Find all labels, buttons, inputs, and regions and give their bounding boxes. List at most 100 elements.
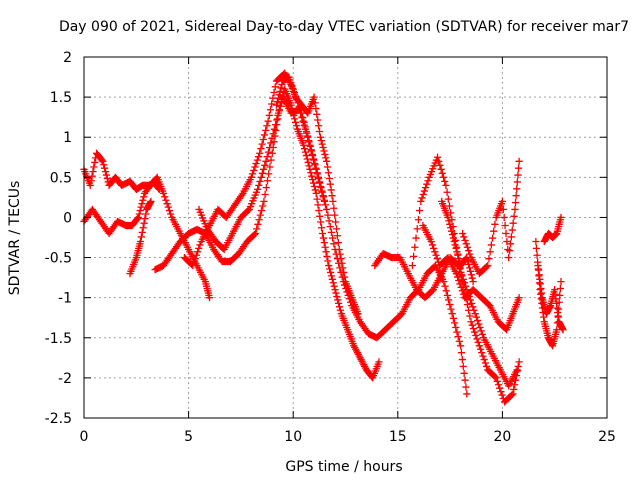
data-point: [307, 147, 316, 155]
data-point: [498, 391, 506, 399]
data-point: [254, 185, 262, 193]
data-point: [265, 143, 274, 152]
data-point: [510, 385, 518, 393]
data-point: [327, 272, 336, 280]
data-point: [260, 165, 268, 173]
data-point: [318, 229, 327, 238]
data-point: [313, 170, 322, 178]
data-point: [311, 161, 319, 169]
data-point: [496, 384, 504, 392]
data-point: [101, 168, 110, 176]
data-point: [330, 240, 338, 248]
data-point: [310, 156, 318, 164]
data-point: [191, 255, 199, 263]
data-point: [316, 133, 324, 141]
data-point: [478, 349, 486, 357]
data-point: [257, 145, 265, 153]
data-point: [441, 282, 449, 290]
data-point: [441, 177, 449, 185]
data-point: [462, 240, 470, 248]
data-point: [163, 200, 171, 208]
data-point: [251, 229, 260, 238]
data-point: [164, 203, 172, 211]
data-point: [257, 206, 266, 215]
data-point: [454, 251, 462, 259]
data-point: [513, 367, 521, 375]
data-point: [505, 247, 514, 255]
data-point: [136, 237, 145, 246]
data-point: [310, 182, 319, 191]
data-point: [339, 264, 347, 272]
data-point: [190, 258, 198, 266]
y-tick-label: 2: [63, 50, 72, 66]
data-point: [515, 157, 523, 165]
data-point: [192, 251, 200, 259]
data-point: [485, 255, 493, 263]
data-point: [270, 88, 278, 97]
y-tick-label: -2.5: [45, 411, 72, 427]
data-point: [460, 233, 468, 241]
data-point: [455, 337, 463, 345]
data-point: [446, 300, 454, 309]
data-point: [458, 287, 466, 295]
data-point: [269, 130, 277, 138]
data-point: [195, 244, 203, 252]
data-point: [497, 388, 505, 396]
data-point: [256, 177, 264, 185]
data-point: [449, 314, 457, 322]
data-point: [317, 224, 326, 232]
data-point: [334, 296, 342, 304]
data-point: [301, 148, 310, 156]
data-point: [255, 216, 263, 224]
data-point: [508, 391, 516, 399]
data-point: [274, 111, 282, 120]
data-point: [506, 240, 515, 248]
data-point: [305, 138, 313, 146]
data-point: [468, 321, 476, 329]
data-point: [433, 153, 442, 161]
data-point: [476, 323, 484, 332]
data-point: [354, 310, 362, 318]
series-arc-10: [419, 221, 523, 334]
data-point: [253, 225, 261, 233]
data-point: [432, 251, 440, 259]
data-point: [167, 210, 175, 218]
data-point: [512, 371, 521, 380]
data-point: [440, 278, 448, 286]
data-point: [159, 189, 168, 197]
data-point: [511, 376, 520, 384]
data-point: [455, 276, 463, 285]
data-point: [140, 219, 148, 227]
data-point: [90, 163, 98, 171]
data-point: [266, 163, 274, 171]
data-point: [466, 312, 474, 320]
data-point: [303, 155, 311, 163]
data-point: [411, 243, 419, 251]
x-tick-label: 25: [598, 429, 616, 445]
data-point: [469, 303, 477, 311]
data-point: [271, 83, 279, 91]
data-point: [335, 299, 343, 307]
data-point: [265, 170, 273, 178]
data-point: [317, 184, 325, 192]
data-point: [137, 233, 145, 241]
data-point: [461, 236, 469, 244]
data-point: [139, 224, 147, 232]
data-point: [147, 197, 155, 205]
data-point: [513, 185, 521, 193]
data-point: [322, 248, 330, 256]
data-point: [473, 316, 482, 325]
data-point: [448, 310, 456, 318]
data-point: [299, 117, 307, 125]
data-point: [142, 210, 150, 218]
data-point: [303, 129, 311, 137]
data-point: [467, 318, 475, 326]
data-point: [312, 165, 320, 173]
data-point: [313, 110, 321, 118]
data-point: [244, 206, 252, 215]
data-point: [479, 352, 487, 360]
data-point: [301, 125, 310, 133]
data-point: [556, 291, 564, 299]
x-tick-label: 15: [389, 429, 407, 445]
data-point: [325, 217, 333, 225]
